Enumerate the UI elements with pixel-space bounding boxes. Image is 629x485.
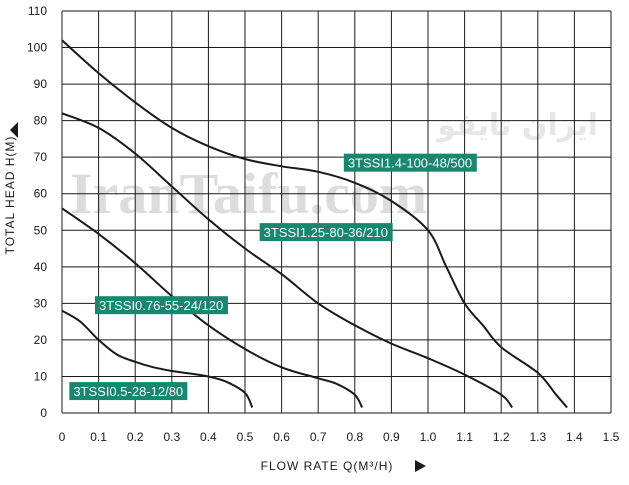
x-tick-label: 0.5 <box>237 430 254 444</box>
x-tick-label: 1.5 <box>603 430 620 444</box>
x-tick-label: 0 <box>59 430 66 444</box>
y-tick-label: 0 <box>40 406 47 420</box>
tick-labels: 0 0.1 0.2 0.3 0.4 0.5 0.6 0.7 0.8 0.9 1.0 1.1 1.2 1.3… <box>27 4 620 444</box>
x-tick-label: 1.1 <box>456 430 473 444</box>
x-tick-label: 1.4 <box>566 430 583 444</box>
series-label: 3TSSI1.25-80-36/210 <box>259 223 393 242</box>
series-labels: 3TSSI0.5-28-12/80 3TSSI0.76-55-24/120 3TSS… <box>69 153 477 401</box>
y-axis-arrow-icon <box>10 122 18 138</box>
series-curve <box>61 39 568 409</box>
y-tick-label: 70 <box>34 150 48 164</box>
y-tick-label: 110 <box>28 4 47 18</box>
x-tick-label: 0.9 <box>383 430 400 444</box>
series-label-background <box>69 382 188 401</box>
series-curve <box>61 309 254 408</box>
series-label-background <box>343 153 477 172</box>
x-tick-label: 1.2 <box>493 430 510 444</box>
x-axis-title: FLOW RATE Q(M³/H) <box>261 459 394 473</box>
series-curve <box>61 207 363 408</box>
y-tick-label: 30 <box>34 296 48 310</box>
series-label: 3TSSI0.76-55-24/120 <box>94 296 228 315</box>
series-label-background <box>259 223 393 242</box>
watermark: IranTaifu.com ایران تایفو <box>70 108 598 226</box>
x-axis-arrow-icon <box>415 460 426 472</box>
x-tick-label: 0.4 <box>200 430 217 444</box>
series-label: 3TSSI1.4-100-48/500 <box>343 153 477 172</box>
y-tick-label: 50 <box>34 223 48 237</box>
y-tick-label: 60 <box>34 187 48 201</box>
x-tick-label: 0.8 <box>346 430 363 444</box>
x-tick-label: 0.2 <box>127 430 144 444</box>
x-tick-label: 1.0 <box>420 430 437 444</box>
x-tick-label: 0.7 <box>310 430 327 444</box>
series-label-text: 3TSSI0.5-28-12/80 <box>73 384 183 399</box>
x-tick-label: 0.6 <box>273 430 290 444</box>
series-label-background <box>94 296 228 315</box>
x-tick-label: 1.3 <box>529 430 546 444</box>
series-curves <box>61 39 568 409</box>
y-tick-label: 20 <box>34 333 48 347</box>
x-tick-label: 0.3 <box>163 430 180 444</box>
x-tick-label: 0.1 <box>90 430 107 444</box>
y-tick-label: 100 <box>27 41 47 55</box>
series-label-text: 3TSSI1.25-80-36/210 <box>264 225 388 240</box>
series-label: 3TSSI0.5-28-12/80 <box>69 382 188 401</box>
y-tick-label: 10 <box>34 369 48 383</box>
series-curve <box>61 112 513 409</box>
y-tick-label: 40 <box>34 260 48 274</box>
watermark-persian: ایران تایفو <box>435 108 598 143</box>
y-tick-label: 80 <box>34 114 48 128</box>
y-axis-title: TOTAL HEAD H(M) <box>3 136 17 255</box>
y-tick-label: 90 <box>34 77 48 91</box>
series-label-text: 3TSSI1.4-100-48/500 <box>348 156 472 171</box>
series-label-text: 3TSSI0.76-55-24/120 <box>99 298 223 313</box>
